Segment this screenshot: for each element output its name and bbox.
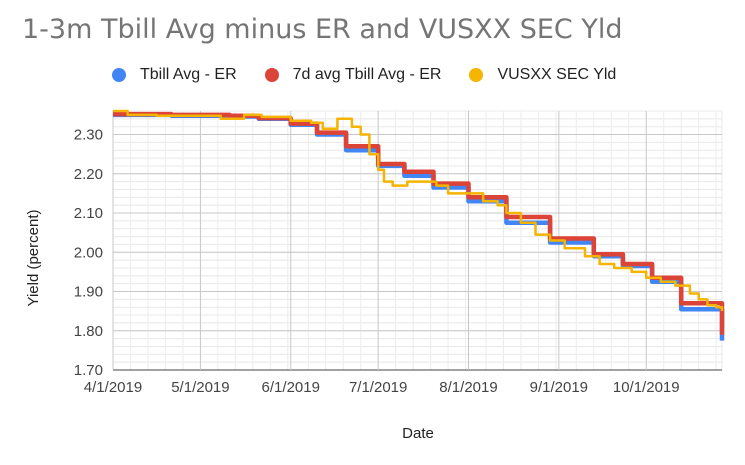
x-tick-label: 10/1/2019: [613, 379, 680, 396]
legend-label-tbill-avg: Tbill Avg - ER: [140, 66, 237, 83]
x-tick-label: 6/1/2019: [262, 379, 320, 396]
chart-legend: Tbill Avg - ER 7d avg Tbill Avg - ER VUS…: [112, 66, 644, 84]
y-tick-label: 1.80: [74, 323, 103, 340]
x-tick-label: 5/1/2019: [171, 379, 229, 396]
y-tick-label: 1.70: [74, 362, 103, 379]
x-tick-label: 4/1/2019: [84, 379, 142, 396]
series-line-3: [113, 109, 724, 312]
y-tick-label: 2.30: [74, 127, 103, 144]
y-tick-label: 2.10: [74, 205, 103, 222]
y-tick-label: 2.20: [74, 166, 103, 183]
chart-title: 1-3m Tbill Avg minus ER and VUSXX SEC Yl…: [22, 14, 623, 45]
y-tick-label: 2.00: [74, 244, 103, 261]
legend-marker-icon: [469, 68, 484, 82]
x-tick-label: 8/1/2019: [439, 379, 497, 396]
legend-label-vusxx: VUSXX SEC Yld: [497, 66, 617, 83]
series-layer: [113, 109, 725, 341]
legend-item-vusxx[interactable]: VUSXX SEC Yld: [469, 66, 616, 84]
y-axis-ticks: 1.70 1.80 1.90 2.00 2.10 2.20 2.30: [74, 127, 103, 379]
legend-marker-icon: [112, 68, 126, 82]
legend-item-tbill-avg[interactable]: Tbill Avg - ER: [112, 66, 237, 84]
x-tick-label: 9/1/2019: [530, 379, 588, 396]
x-axis-ticks: 4/1/2019 5/1/2019 6/1/2019 7/1/2019 8/1/2019…: [84, 379, 680, 396]
legend-item-7d-avg[interactable]: 7d avg Tbill Avg - ER: [264, 66, 442, 84]
y-tick-label: 1.90: [74, 284, 103, 301]
x-tick-label: 7/1/2019: [349, 379, 407, 396]
x-axis-title: Date: [402, 425, 434, 442]
legend-marker-icon: [264, 68, 279, 82]
legend-label-7d-avg: 7d avg Tbill Avg - ER: [292, 66, 442, 83]
y-axis-title: Yield (percent): [25, 210, 42, 307]
series-line-2: [113, 111, 725, 335]
